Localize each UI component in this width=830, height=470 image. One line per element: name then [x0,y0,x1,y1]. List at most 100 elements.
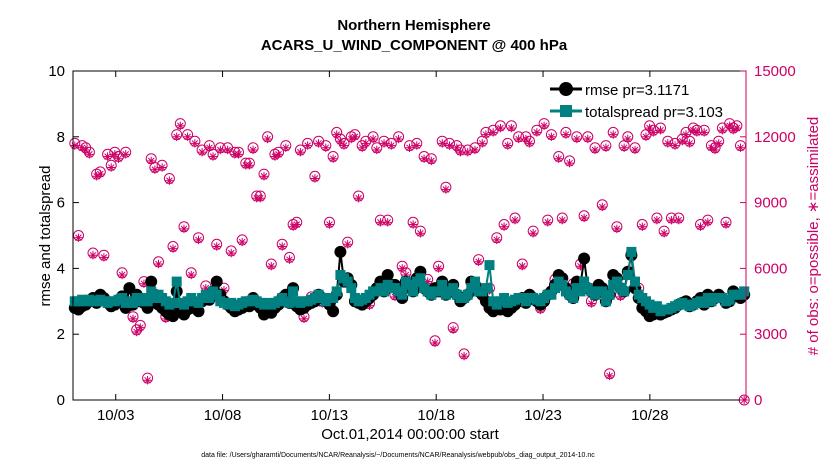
obs-assimilated-point [510,215,520,225]
x-axis-label: Oct.01,2014 00:00:00 start [321,426,499,443]
obs-assimilated-point [539,121,549,131]
obs-assimilated-point [117,270,127,280]
obs-assimilated-point [110,150,120,159]
obs-assimilated-point [99,253,109,262]
totalspread-point [462,289,473,300]
obs-assimilated-point [405,143,414,152]
obs-assimilated-point [561,130,571,139]
totalspread-series [69,246,750,317]
x-tick-label: 10/28 [631,407,669,424]
totalspread-point [397,289,408,300]
obs-assimilated-point [630,145,640,155]
obs-assimilated-point [248,145,258,155]
totalspread-point [437,279,448,290]
x-tick-label: 10/18 [417,407,455,424]
obs-assimilated-point [427,156,436,166]
totalspread-point [211,289,222,300]
totalspread-point [448,283,459,294]
chart-subtitle: ACARS_U_WIND_COMPONENT @ 400 hPa [261,37,568,54]
obs-assimilated-point [565,158,574,168]
totalspread-point [611,276,622,287]
obs-assimilated-point [507,123,516,133]
obs-assimilated-point [656,126,665,135]
rmse-point [578,252,591,265]
obs-assimilated-point [274,150,283,159]
obs-assimilated-point [350,132,360,141]
obs-assimilated-point [659,229,669,238]
obs-assimilated-point [605,371,614,381]
obs-assimilated-point [187,270,196,280]
obs-assimilated-point [685,139,694,148]
obs-assimilated-point [339,141,349,150]
totalspread-point [575,286,586,297]
rmse-point [334,245,347,258]
totalspread-point [146,286,157,297]
rmse-point [327,305,340,318]
obs-assimilated-point [445,141,454,150]
y-axis-label: rmse and totalspread [37,166,54,307]
obs-assimilated-point [609,130,618,139]
obs-assimilated-point [208,152,218,161]
y-tick-label: 4 [57,260,65,277]
obs-assimilated-point [503,141,512,150]
obs-assimilated-point [321,143,331,152]
obs-assimilated-point [558,215,567,225]
rmse-point [192,305,205,318]
obs-assimilated-point [336,136,345,146]
obs-assimilated-point [667,215,676,225]
obs-assimilated-point [136,323,145,332]
obs-assimilated-point [652,215,662,225]
obs-count-layer [69,118,750,406]
rmse-point [145,275,158,288]
totalspread-point [550,283,560,294]
obs-assimilated-point [434,264,443,273]
y-right-tick-label: 0 [754,392,762,409]
obs-assimilated-point [256,194,265,203]
obs-assimilated-point [714,139,723,148]
obs-assimilated-point [121,150,130,159]
obs-assimilated-point [114,154,123,163]
obs-assimilated-point [143,376,152,385]
obs-assimilated-point [448,325,458,335]
obs-assimilated-point [376,218,385,227]
y-tick-label: 6 [57,195,65,212]
obs-assimilated-point [128,314,138,324]
totalspread-point [142,296,153,307]
obs-assimilated-point [197,147,207,157]
obs-assimilated-point [70,141,80,150]
obs-assimilated-point [96,169,105,179]
totalspread-point [739,286,750,297]
obs-assimilated-point [157,163,167,172]
obs-assimilated-point [587,299,596,308]
obs-assimilated-point [325,220,334,229]
obs-assimilated-point [263,134,272,144]
obs-assimilated-point [328,154,338,163]
totalspread-point [630,276,640,287]
obs-assimilated-point [492,235,502,245]
obs-assimilated-point [452,143,461,152]
obs-assimilated-point [314,139,323,148]
obs-assimilated-point [292,220,301,229]
x-tick-label: 10/03 [97,407,135,424]
obs-assimilated-point [470,145,480,155]
obs-assimilated-point [194,235,203,245]
totalspread-point [557,279,568,290]
obs-assimilated-point [543,218,552,227]
obs-assimilated-point [459,351,469,361]
obs-assimilated-point [623,134,632,144]
obs-assimilated-point [474,257,483,267]
obs-assimilated-point [678,136,687,146]
legend-box [554,77,740,117]
obs-assimilated-point [416,229,425,238]
obs-assimilated-point [281,143,291,152]
obs-assimilated-point [332,130,341,139]
totalspread-point [433,286,444,297]
obs-assimilated-point [412,141,421,150]
obs-assimilated-point [74,233,83,242]
totalspread-point [168,297,178,308]
obs-assimilated-point [245,161,254,170]
obs-assimilated-point [172,132,181,141]
obs-assimilated-point [430,338,440,348]
obs-assimilated-point [234,150,243,159]
